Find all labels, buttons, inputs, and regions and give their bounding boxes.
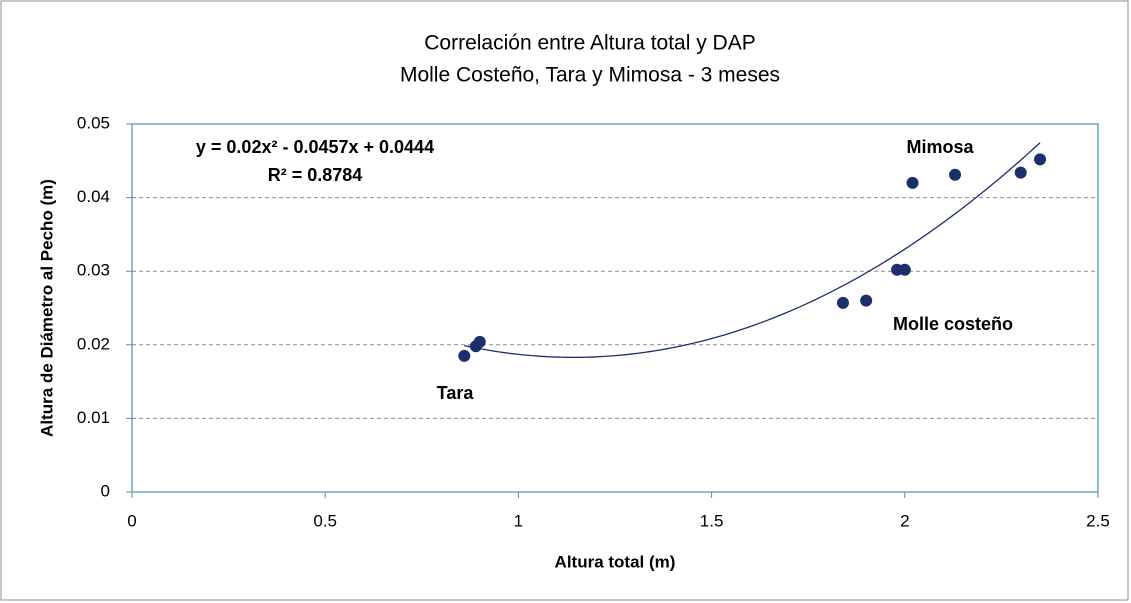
annotation: Tara [437, 383, 475, 403]
x-axis-label: Altura total (m) [555, 552, 676, 571]
chart-title: Correlación entre Altura total y DAP [424, 32, 756, 55]
point [898, 263, 911, 276]
y-tick-label: 0.03 [77, 261, 110, 280]
y-tick-label: 0.05 [77, 113, 110, 132]
point [860, 294, 873, 307]
point [473, 335, 486, 348]
point [906, 176, 919, 189]
y-tick-label: 0 [101, 481, 110, 500]
point [836, 296, 849, 309]
point [949, 168, 962, 181]
chart-subtitle: Molle Costeño, Tara y Mimosa - 3 meses [400, 64, 780, 87]
plot-area [131, 123, 1099, 493]
y-tick-label: 0.02 [77, 334, 110, 353]
annotation: Mimosa [906, 137, 974, 157]
y-axis-label: Altura de Diámetro al Pecho (m) [37, 179, 56, 437]
x-tick-label: 2.5 [1086, 511, 1110, 530]
x-tick-label: 2 [900, 511, 909, 530]
point [1034, 153, 1047, 166]
y-tick-label: 0.04 [77, 187, 110, 206]
x-tick-label: 1.5 [700, 511, 724, 530]
x-tick-label: 0 [127, 511, 136, 530]
trendline [464, 142, 1041, 359]
x-tick-label: 1 [514, 511, 523, 530]
annotation: y = 0.02x² - 0.0457x + 0.0444 [196, 137, 434, 157]
y-tick-label: 0.01 [77, 408, 110, 427]
x-tick-label: 0.5 [313, 511, 337, 530]
point [1014, 166, 1027, 179]
annotation: Molle costeño [893, 314, 1013, 334]
point [458, 349, 471, 362]
annotation: R² = 0.8784 [268, 165, 363, 185]
